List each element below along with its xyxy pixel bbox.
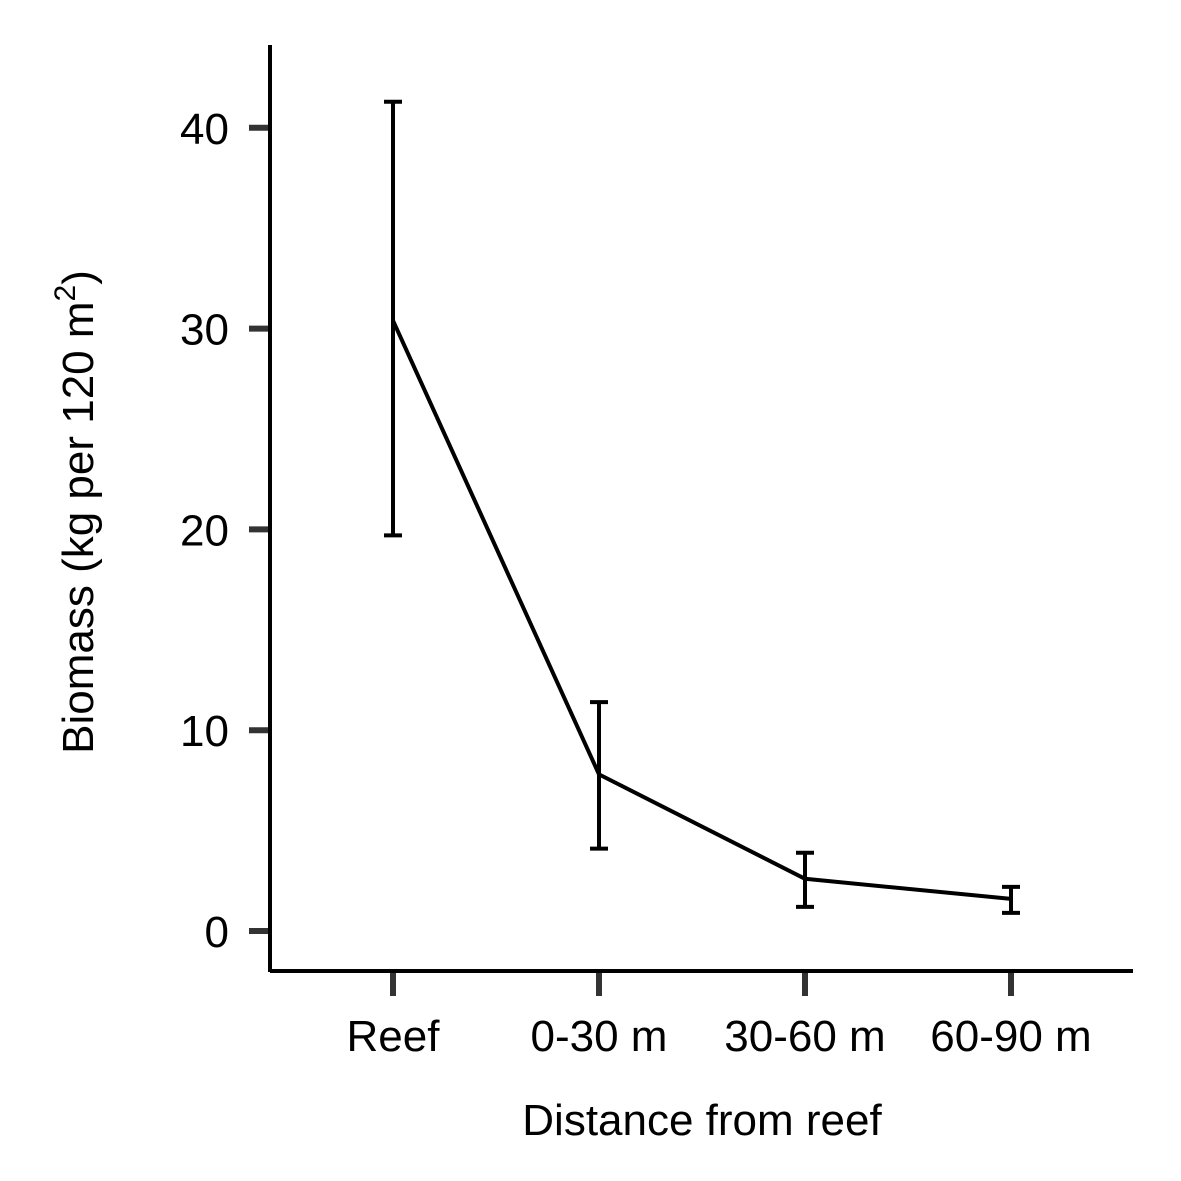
y-axis-title-superscript: 2 bbox=[49, 285, 82, 302]
y-axis-title-main: Biomass (kg per 120 m bbox=[54, 301, 103, 753]
error-bar bbox=[384, 99, 402, 538]
y-tick-label: 10 bbox=[180, 707, 229, 756]
y-axis-title: Biomass (kg per 120 m2) bbox=[49, 270, 103, 754]
x-tick-labels: Reef 0-30 m 30-60 m 60-90 m bbox=[347, 1012, 1092, 1061]
series-line bbox=[391, 319, 1012, 901]
tick-marks bbox=[249, 124, 1014, 996]
error-bar bbox=[1002, 884, 1020, 915]
y-tick-label: 40 bbox=[180, 105, 229, 154]
y-tick-label: 30 bbox=[180, 306, 229, 355]
y-axis-title-close: ) bbox=[54, 270, 103, 285]
x-axis-title: Distance from reef bbox=[522, 1096, 882, 1145]
x-tick-label: 0-30 m bbox=[531, 1012, 668, 1061]
y-tick-label: 20 bbox=[180, 506, 229, 555]
x-tick-label: Reef bbox=[347, 1012, 441, 1061]
y-tick-label: 0 bbox=[205, 908, 229, 957]
y-tick-labels: 0 10 20 30 40 bbox=[180, 105, 229, 957]
x-tick-label: 30-60 m bbox=[724, 1012, 885, 1061]
x-tick-label: 60-90 m bbox=[930, 1012, 1091, 1061]
